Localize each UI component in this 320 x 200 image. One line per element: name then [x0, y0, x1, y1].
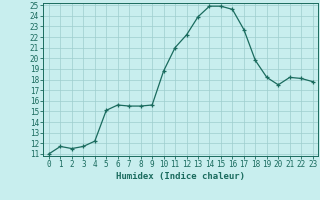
X-axis label: Humidex (Indice chaleur): Humidex (Indice chaleur) — [116, 172, 245, 181]
